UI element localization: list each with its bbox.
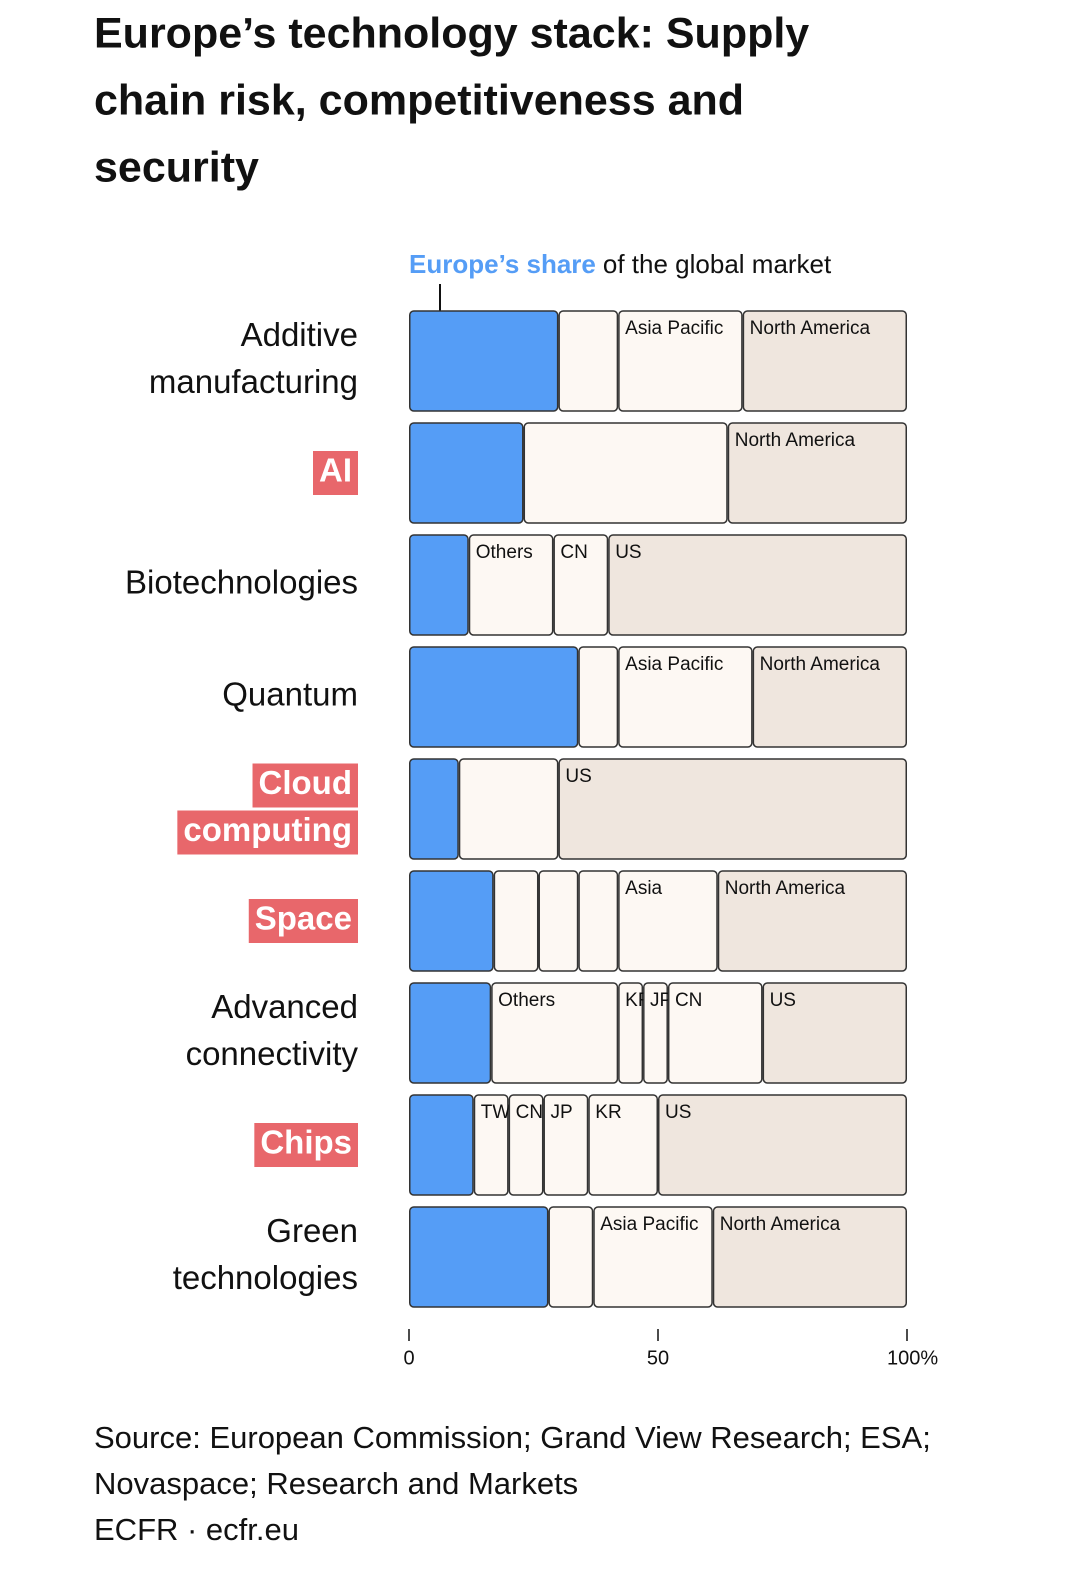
segment-bar bbox=[618, 646, 753, 748]
row-label: Chips bbox=[260, 1124, 352, 1161]
segment-label: CN bbox=[560, 542, 587, 563]
x-tick-label: 50 bbox=[647, 1347, 669, 1369]
row-label-highlight bbox=[313, 451, 358, 495]
row-label: manufacturing bbox=[149, 363, 358, 400]
segment-bar bbox=[608, 534, 907, 636]
segment-bar bbox=[578, 646, 619, 748]
row-label: connectivity bbox=[186, 1035, 359, 1072]
segment-label: KR bbox=[595, 1102, 621, 1123]
annotation-highlight: Europe’s share bbox=[409, 249, 596, 279]
segment-label: North America bbox=[720, 1214, 841, 1235]
segment-label: North America bbox=[725, 878, 846, 899]
segment-label: CN bbox=[516, 1102, 543, 1123]
row-label: Quantum bbox=[222, 676, 358, 713]
segment-label: US bbox=[615, 542, 641, 563]
segment-label: CN bbox=[675, 990, 702, 1011]
row-label: Cloud bbox=[259, 764, 352, 801]
segment-bar bbox=[667, 982, 763, 1084]
segment-label: Asia Pacific bbox=[625, 318, 723, 339]
segment-bar bbox=[508, 1094, 544, 1196]
segment-label: Others bbox=[476, 542, 533, 563]
row-label-highlight bbox=[248, 899, 358, 943]
segment-label: North America bbox=[760, 654, 881, 675]
segment-bar bbox=[458, 758, 559, 860]
europe-bar bbox=[409, 1094, 474, 1196]
segment-label: US bbox=[565, 766, 591, 787]
europe-bar bbox=[409, 870, 494, 972]
segment-label: US bbox=[665, 1102, 691, 1123]
segment-bar bbox=[543, 1094, 589, 1196]
segment-bar bbox=[493, 870, 539, 972]
chart-title: security bbox=[94, 143, 259, 191]
segment-bar bbox=[712, 1206, 908, 1308]
segment-bar bbox=[553, 534, 609, 636]
segment-label: JP bbox=[550, 1102, 572, 1123]
annotation-text: of the global market bbox=[603, 249, 832, 279]
segment-bar bbox=[491, 982, 619, 1084]
segment-label: Asia bbox=[625, 878, 662, 899]
row-label: Green bbox=[266, 1212, 358, 1249]
row-label: Advanced bbox=[211, 988, 358, 1025]
segment-bar bbox=[618, 310, 743, 412]
segment-bar bbox=[558, 310, 619, 412]
segment-label: JP bbox=[650, 990, 672, 1011]
segment-bar bbox=[593, 1206, 713, 1308]
row-label-highlight bbox=[252, 763, 358, 808]
segment-label: TW bbox=[481, 1102, 511, 1123]
segment-bar bbox=[578, 870, 619, 972]
europe-bar bbox=[409, 534, 469, 636]
row-label-highlight bbox=[254, 1123, 358, 1167]
segment-bar bbox=[618, 870, 718, 972]
europe-bar bbox=[409, 982, 492, 1084]
europe-bar bbox=[409, 1206, 549, 1308]
europe-bar bbox=[409, 758, 459, 860]
europe-bar bbox=[409, 422, 524, 524]
segment-label: Asia Pacific bbox=[600, 1214, 698, 1235]
chart-title: chain risk, competitiveness and bbox=[94, 76, 744, 124]
segment-bar bbox=[588, 1094, 659, 1196]
segment-bar bbox=[658, 1094, 907, 1196]
row-label: Biotechnologies bbox=[125, 564, 358, 601]
segment-label: North America bbox=[735, 430, 856, 451]
row-label: AI bbox=[319, 452, 352, 489]
segment-bar bbox=[752, 646, 907, 748]
segment-bar bbox=[643, 982, 668, 1084]
x-tick-label: 0 bbox=[403, 1347, 414, 1369]
row-label: technologies bbox=[173, 1259, 358, 1296]
europe-bar bbox=[409, 310, 559, 412]
row-label: Additive bbox=[241, 316, 358, 353]
chart-title: Europe’s technology stack: Supply bbox=[94, 9, 809, 57]
source: ECFR · ecfr.eu bbox=[94, 1512, 299, 1547]
row-label: Space bbox=[255, 900, 352, 937]
row-label-highlight bbox=[177, 810, 358, 855]
segment-label: North America bbox=[750, 318, 871, 339]
segment-label: US bbox=[770, 990, 796, 1011]
segment-bar bbox=[742, 310, 907, 412]
source: Novaspace; Research and Markets bbox=[94, 1466, 578, 1501]
source: Source: European Commission; Grand View … bbox=[94, 1420, 931, 1455]
segment-bar bbox=[523, 422, 728, 524]
segment-label: Others bbox=[498, 990, 555, 1011]
segment-bar bbox=[717, 870, 908, 972]
europe-bar bbox=[409, 646, 579, 748]
segment-bar bbox=[618, 982, 644, 1084]
segment-bar bbox=[538, 870, 579, 972]
segment-bar bbox=[548, 1206, 594, 1308]
segment-bar bbox=[727, 422, 907, 524]
segment-label: Asia Pacific bbox=[625, 654, 723, 675]
segment-bar bbox=[762, 982, 908, 1084]
segment-bar bbox=[473, 1094, 509, 1196]
segment-bar bbox=[558, 758, 908, 860]
row-label: computing bbox=[183, 811, 352, 848]
segment-bar bbox=[468, 534, 554, 636]
x-tick-label: 100% bbox=[887, 1347, 938, 1369]
annotation: Europe’s share of the global market bbox=[409, 249, 832, 279]
